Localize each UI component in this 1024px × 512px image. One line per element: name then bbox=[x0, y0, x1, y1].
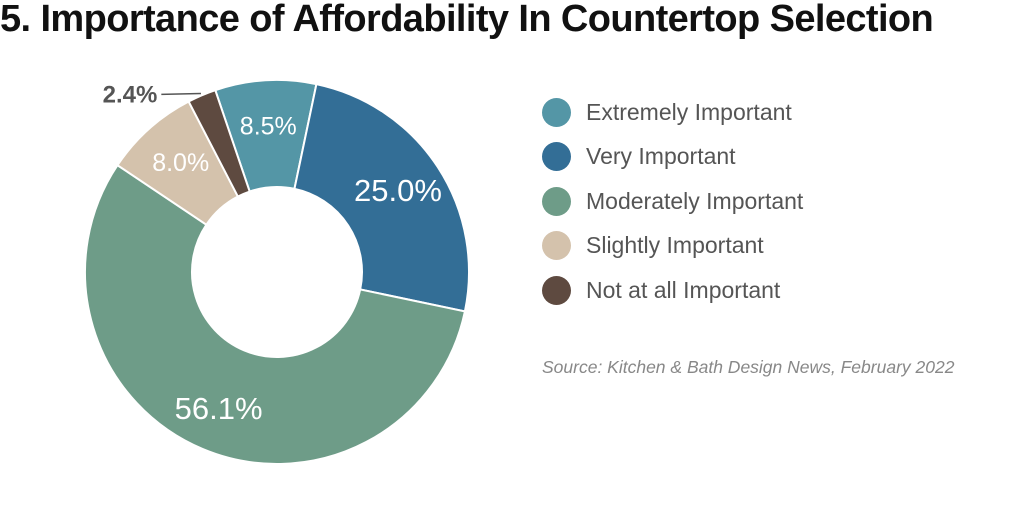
legend-label: Slightly Important bbox=[586, 232, 764, 259]
legend-label: Not at all Important bbox=[586, 276, 781, 303]
legend-swatch bbox=[542, 186, 571, 216]
slice-not-at-all-important bbox=[187, 88, 251, 198]
legend-swatch bbox=[542, 231, 571, 261]
legend: Extremely Important Very Important Moderat… bbox=[542, 90, 803, 313]
legend-swatch bbox=[542, 275, 571, 305]
slice-very-important bbox=[293, 82, 470, 313]
leader-line-not-at-all-important bbox=[161, 92, 201, 96]
source-note: Source: Kitchen & Bath Design News, Febr… bbox=[542, 357, 955, 377]
slice-moderately-important bbox=[84, 163, 467, 465]
legend-swatch bbox=[542, 142, 571, 172]
legend-label: Extremely Important bbox=[586, 98, 792, 125]
legend-label: Moderately Important bbox=[586, 187, 804, 214]
legend-item-slightly-important: Slightly Important bbox=[542, 224, 803, 269]
legend-item-extremely-important: Extremely Important bbox=[542, 90, 803, 135]
data-label-slightly-important: 8.0% bbox=[152, 149, 209, 177]
data-label-moderately-important: 56.1% bbox=[175, 391, 263, 426]
data-label-extremely-important: 8.5% bbox=[240, 112, 297, 140]
legend-label: Very Important bbox=[586, 143, 736, 170]
chart-title: 5. Importance of Affordability In Counte… bbox=[0, 0, 934, 40]
legend-item-not-at-all-important: Not at all Important bbox=[542, 268, 803, 313]
data-label-not-at-all-important: 2.4% bbox=[103, 82, 158, 109]
data-label-very-important: 25.0% bbox=[354, 173, 442, 208]
legend-item-very-important: Very Important bbox=[542, 135, 803, 180]
legend-swatch bbox=[542, 97, 571, 127]
legend-item-moderately-important: Moderately Important bbox=[542, 179, 803, 224]
